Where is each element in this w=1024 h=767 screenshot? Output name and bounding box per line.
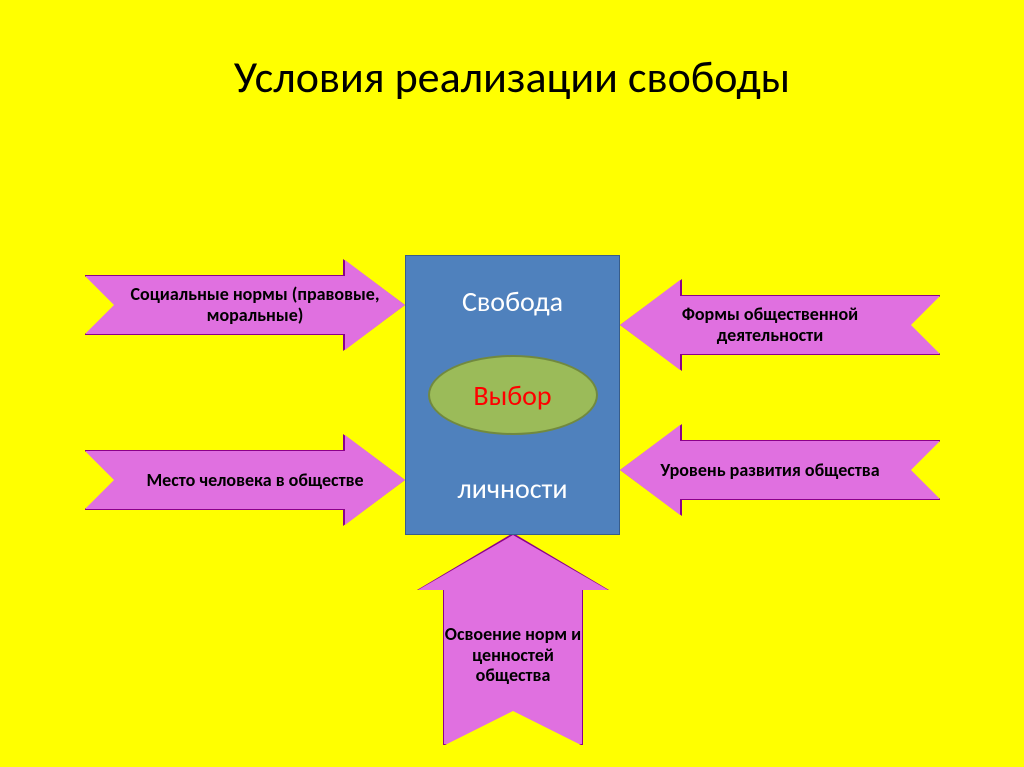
arrow-society-level: Уровень развития общества <box>620 425 940 515</box>
arrow-place-in-society: Место человека в обществе <box>85 435 405 525</box>
center-concept-box: Свобода Выбор личности <box>405 255 620 535</box>
arrow-activity-forms: Формы общественной деятельности <box>620 280 940 370</box>
arrow-social-norms: Социальные нормы (правовые, моральные) <box>85 260 405 350</box>
arrow-norms-adoption: Освоение норм и ценностей общества <box>418 535 608 745</box>
center-ellipse: Выбор <box>428 355 598 435</box>
arrow-society-level-label: Уровень развития общества <box>650 460 909 481</box>
arrow-activity-forms-label: Формы общественной деятельности <box>620 304 940 345</box>
arrow-norms-adoption-label: Освоение норм и ценностей общества <box>418 569 608 711</box>
slide-title: Условия реализации свободы <box>0 50 1024 104</box>
center-ellipse-text: Выбор <box>473 378 551 413</box>
center-bottom-text: личности <box>457 471 567 506</box>
arrow-social-norms-label: Социальные нормы (правовые, моральные) <box>85 284 405 325</box>
arrow-place-in-society-label: Место человека в обществе <box>116 470 373 491</box>
center-top-text: Свобода <box>462 284 563 319</box>
